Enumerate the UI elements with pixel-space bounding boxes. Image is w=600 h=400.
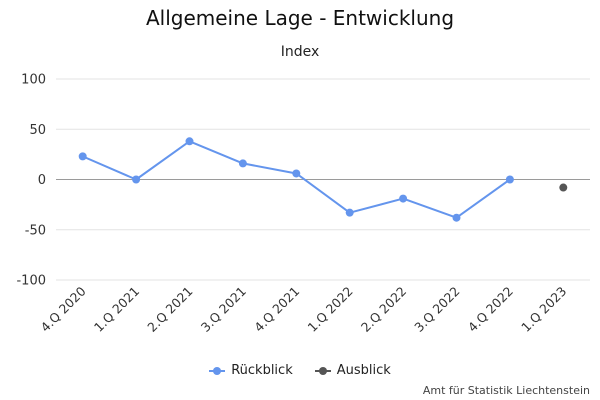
legend-swatch-ausblick [314, 366, 331, 376]
x-tick-label: 4.Q 2022 [465, 284, 516, 335]
y-tick-label: -50 [25, 223, 46, 238]
data-point-rueckblick[interactable] [452, 213, 461, 222]
y-tick-label: -100 [16, 274, 46, 289]
source-credit: Amt für Statistik Liechtenstein [422, 384, 590, 397]
x-tick-label: 4.Q 2020 [38, 283, 89, 334]
x-tick-label: 3.Q 2021 [198, 284, 249, 335]
x-tick-label: 2.Q 2021 [144, 284, 195, 335]
x-tick-label: 3.Q 2022 [411, 284, 462, 335]
y-tick-label: 50 [29, 123, 46, 138]
x-tick-label: 1.Q 2021 [91, 284, 142, 335]
legend: Rückblick Ausblick [0, 363, 600, 378]
legend-swatch-rueckblick [209, 366, 226, 376]
chart-title: Allgemeine Lage - Entwicklung [145, 6, 455, 30]
x-tick-label: 1.Q 2022 [305, 284, 356, 335]
data-point-ausblick[interactable] [559, 183, 568, 192]
data-point-rueckblick[interactable] [292, 169, 301, 178]
y-tick-label: 100 [21, 73, 46, 88]
y-tick-label: 0 [38, 173, 46, 188]
legend-item-ausblick[interactable]: Ausblick [314, 363, 391, 378]
data-point-rueckblick[interactable] [505, 175, 514, 184]
series-group [78, 137, 568, 222]
x-tick-label: 1.Q 2023 [518, 284, 569, 335]
x-tick-label: 4.Q 2021 [251, 284, 302, 335]
chart-subtitle: Index [280, 44, 320, 60]
x-tick-label: 2.Q 2022 [358, 284, 409, 335]
data-point-rueckblick[interactable] [399, 194, 408, 203]
legend-item-rueckblick[interactable]: Rückblick [209, 363, 293, 378]
data-point-rueckblick[interactable] [345, 208, 354, 217]
x-axis-ticks: 4.Q 2020 1.Q 2021 2.Q 2021 3.Q 2021 4.Q 2021… [38, 283, 570, 334]
grid-lines [56, 78, 590, 281]
legend-label-ausblick: Ausblick [336, 363, 391, 378]
data-point-rueckblick[interactable] [78, 152, 87, 161]
data-point-rueckblick[interactable] [185, 137, 194, 146]
y-axis-ticks: 100 50 0 -50 -100 [16, 73, 46, 289]
data-point-rueckblick[interactable] [132, 175, 141, 184]
data-point-rueckblick[interactable] [238, 159, 247, 168]
legend-label-rueckblick: Rückblick [231, 363, 293, 378]
